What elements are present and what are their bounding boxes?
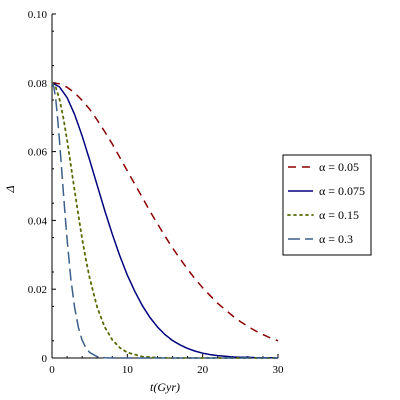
- series-line-4: [51, 82, 278, 359]
- series-line-3: [51, 81, 279, 359]
- x-axis-label: t(Gyr): [150, 380, 180, 394]
- y-tick-label: 0: [42, 353, 48, 365]
- x-tick-label: 10: [122, 364, 134, 376]
- y-axis-label: Δ: [3, 185, 17, 193]
- x-tick-label: 0: [49, 364, 55, 376]
- legend-label-4: α = 0.3: [319, 232, 353, 246]
- curves: [51, 81, 279, 359]
- y-tick-label: 0.02: [28, 284, 47, 296]
- legend-label-3: α = 0.15: [319, 208, 359, 222]
- x-tick-label: 30: [273, 364, 285, 376]
- y-tick-label: 0.06: [28, 147, 48, 159]
- y-tick-label: 0.10: [28, 9, 48, 21]
- legend-label-2: α = 0.075: [319, 184, 365, 198]
- legend: α = 0.05 α = 0.075 α = 0.15 α = 0.3: [282, 154, 372, 256]
- y-tick-label: 0.08: [28, 78, 48, 90]
- axes: 0 0.02 0.04 0.06 0.08 0.10 0 10 20 30: [28, 9, 284, 376]
- series-line-2: [51, 82, 279, 359]
- x-tick-label: 20: [197, 364, 209, 376]
- series-line-1: [51, 82, 279, 342]
- y-tick-label: 0.04: [28, 215, 48, 227]
- legend-label-1: α = 0.05: [319, 160, 359, 174]
